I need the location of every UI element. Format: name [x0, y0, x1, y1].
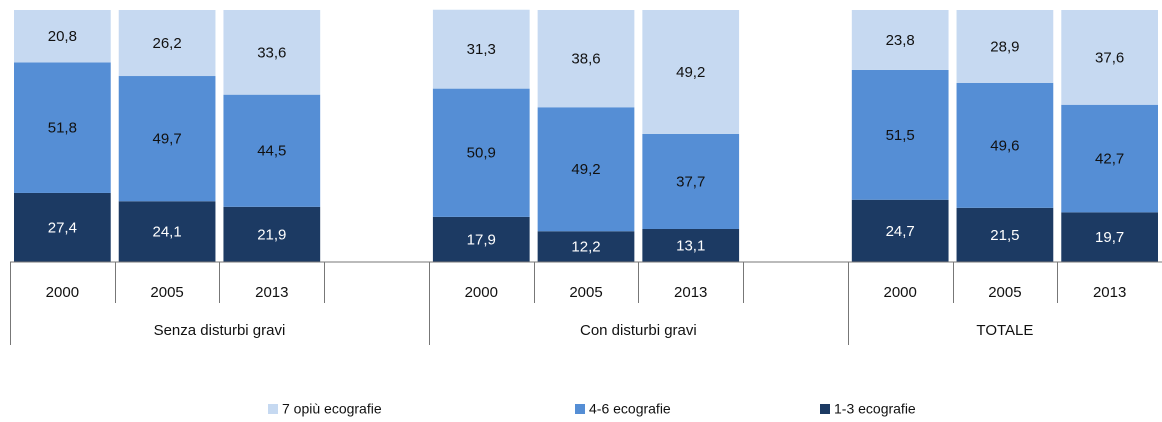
value-label: 23,8 [886, 32, 915, 49]
value-label: 28,9 [990, 38, 1019, 55]
x-tick-label: 2005 [988, 284, 1021, 301]
legend-label: 1-3 ecografie [834, 401, 916, 417]
bar-segment [1061, 10, 1158, 105]
value-label: 33,6 [257, 44, 286, 61]
value-label: 20,8 [48, 28, 77, 45]
value-label: 17,9 [467, 231, 496, 248]
value-label: 24,1 [152, 224, 181, 241]
value-label: 26,2 [152, 35, 181, 52]
bar-segment [851, 199, 949, 262]
x-tick-label: 2013 [255, 284, 288, 301]
value-label: 51,8 [48, 120, 77, 137]
value-label: 27,4 [48, 219, 77, 236]
value-label: 21,5 [990, 227, 1019, 244]
value-label: 37,7 [676, 173, 705, 190]
value-label: 37,6 [1095, 49, 1124, 66]
bar-segment [642, 228, 740, 262]
legend-swatch [575, 404, 585, 414]
value-label: 12,2 [571, 239, 600, 256]
bar-segment [14, 10, 111, 63]
bar-segment [1061, 104, 1158, 213]
x-tick-label: 2013 [674, 284, 707, 301]
bar-segment [118, 76, 216, 202]
value-label: 50,9 [467, 145, 496, 162]
bar-segment [956, 10, 1054, 83]
value-label: 21,9 [257, 226, 286, 243]
value-label: 51,5 [886, 127, 915, 144]
value-label: 42,7 [1095, 151, 1124, 168]
value-label: 31,3 [467, 41, 496, 58]
value-label: 19,7 [1095, 229, 1124, 246]
bar-segment [642, 10, 740, 134]
group-label: Senza disturbi gravi [154, 322, 286, 339]
group-label: TOTALE [976, 322, 1033, 339]
x-tick-label: 2005 [569, 284, 602, 301]
x-tick-label: 2000 [883, 284, 916, 301]
bar-segment [432, 9, 530, 89]
bar-segment [432, 216, 530, 262]
bar-segment [851, 69, 949, 200]
bar-segment [1061, 212, 1158, 262]
value-label: 13,1 [676, 237, 705, 254]
x-tick-label: 2000 [465, 284, 498, 301]
bar-segment [223, 206, 321, 262]
bar-segment [14, 62, 111, 193]
bar-segment [118, 201, 216, 262]
bar-segment [223, 94, 321, 207]
legend-swatch [820, 404, 830, 414]
value-label: 49,6 [990, 137, 1019, 154]
bar-segment [537, 107, 635, 232]
bar-segment [118, 10, 216, 77]
bar-segment [956, 207, 1054, 262]
legend-label: 7 opiù ecografie [282, 401, 382, 417]
value-label: 38,6 [571, 51, 600, 68]
x-tick-label: 2013 [1093, 284, 1126, 301]
value-label: 44,5 [257, 143, 286, 160]
bar-segment [537, 10, 635, 108]
bar-segment [956, 82, 1054, 208]
value-label: 49,7 [152, 131, 181, 148]
bar-segment [537, 231, 635, 262]
value-label: 24,7 [886, 223, 915, 240]
bar-segment [851, 10, 949, 70]
group-label: Con disturbi gravi [580, 322, 697, 339]
bar-segment [14, 192, 111, 262]
value-label: 49,2 [676, 64, 705, 81]
legend-label: 4-6 ecografie [589, 401, 671, 417]
bar-segment [642, 133, 740, 229]
bar-segment [432, 88, 530, 217]
legend-swatch [268, 404, 278, 414]
value-label: 49,2 [571, 161, 600, 178]
bar-segment [223, 10, 321, 95]
x-tick-label: 2005 [150, 284, 183, 301]
x-tick-label: 2000 [46, 284, 79, 301]
